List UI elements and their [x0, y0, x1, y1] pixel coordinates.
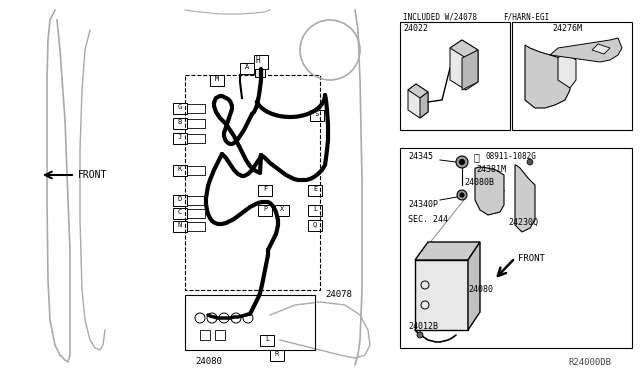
Text: L: L — [265, 336, 269, 342]
Text: SEC. 244: SEC. 244 — [408, 215, 448, 224]
Bar — [173, 165, 187, 176]
Bar — [270, 350, 284, 361]
Polygon shape — [592, 44, 610, 54]
Text: K: K — [178, 166, 182, 172]
Bar — [187, 196, 205, 205]
Polygon shape — [450, 40, 478, 58]
Text: L: L — [313, 206, 317, 212]
Text: X: X — [280, 206, 284, 212]
Circle shape — [417, 332, 423, 338]
Text: 08911-1082G: 08911-1082G — [485, 152, 536, 161]
Polygon shape — [468, 242, 480, 330]
Text: 24080: 24080 — [468, 285, 493, 294]
Bar — [240, 63, 254, 74]
Polygon shape — [525, 45, 570, 108]
Bar — [308, 205, 322, 216]
Polygon shape — [408, 84, 428, 118]
Text: R24000DB: R24000DB — [568, 358, 611, 367]
Bar — [275, 205, 289, 216]
Bar — [173, 195, 187, 206]
Text: C: C — [178, 209, 182, 215]
Bar — [255, 69, 265, 77]
Text: FRONT: FRONT — [78, 170, 108, 180]
Bar — [310, 110, 324, 121]
Bar — [512, 22, 632, 130]
Polygon shape — [408, 84, 428, 98]
Bar — [200, 330, 210, 340]
Text: N: N — [178, 222, 182, 228]
Text: 24276M: 24276M — [552, 24, 582, 33]
Bar — [173, 133, 187, 144]
Polygon shape — [515, 165, 535, 232]
Polygon shape — [420, 92, 428, 118]
Bar — [185, 75, 320, 290]
Bar — [450, 244, 460, 252]
Circle shape — [456, 156, 468, 168]
Text: M: M — [215, 76, 219, 82]
Text: B: B — [178, 119, 182, 125]
Bar — [258, 185, 272, 196]
Text: E: E — [313, 186, 317, 192]
Text: 24022: 24022 — [403, 24, 428, 33]
Bar — [173, 208, 187, 219]
Circle shape — [460, 160, 465, 164]
Bar — [187, 166, 205, 175]
Text: 24012B: 24012B — [408, 322, 438, 331]
Bar — [173, 118, 187, 129]
Bar — [215, 330, 225, 340]
Text: 24230Q: 24230Q — [508, 218, 538, 227]
Text: 24080B: 24080B — [464, 178, 494, 187]
Circle shape — [460, 193, 464, 197]
Polygon shape — [558, 52, 576, 88]
Bar — [187, 104, 205, 113]
Polygon shape — [475, 167, 504, 215]
Text: 24345: 24345 — [408, 152, 433, 161]
Text: R: R — [275, 351, 279, 357]
Bar — [308, 185, 322, 196]
Bar — [185, 295, 315, 350]
Bar — [187, 134, 205, 143]
Bar — [430, 244, 440, 252]
Text: D: D — [178, 196, 182, 202]
Circle shape — [527, 159, 533, 165]
Bar — [173, 103, 187, 114]
Bar — [187, 222, 205, 231]
Bar — [187, 209, 205, 218]
Text: H: H — [255, 56, 260, 65]
Bar — [260, 335, 274, 346]
Text: P: P — [263, 206, 267, 212]
Polygon shape — [415, 242, 480, 260]
Circle shape — [457, 190, 467, 200]
Text: INCLUDED W/24078: INCLUDED W/24078 — [403, 12, 477, 21]
Polygon shape — [450, 40, 478, 90]
Text: 24340P: 24340P — [408, 200, 438, 209]
Bar — [451, 55, 463, 75]
Text: 24080: 24080 — [195, 357, 222, 366]
Text: J: J — [178, 134, 182, 140]
Polygon shape — [550, 38, 622, 62]
Text: 24078: 24078 — [325, 290, 352, 299]
Text: Ⓝ: Ⓝ — [474, 152, 480, 162]
Bar — [210, 75, 224, 86]
Text: F: F — [263, 186, 267, 192]
Text: FRONT: FRONT — [518, 254, 545, 263]
Bar — [400, 22, 510, 130]
Text: A: A — [245, 64, 249, 70]
Bar — [258, 205, 272, 216]
Text: G: G — [178, 104, 182, 110]
Bar — [308, 220, 322, 231]
Polygon shape — [415, 260, 468, 330]
Text: 24381M: 24381M — [476, 165, 506, 174]
Bar — [173, 221, 187, 232]
Text: S: S — [315, 111, 319, 117]
Bar — [254, 55, 268, 69]
Text: F/HARN-EGI: F/HARN-EGI — [503, 12, 549, 21]
Text: Q: Q — [313, 221, 317, 227]
Polygon shape — [462, 50, 478, 90]
Bar — [400, 148, 632, 348]
Bar — [187, 119, 205, 128]
